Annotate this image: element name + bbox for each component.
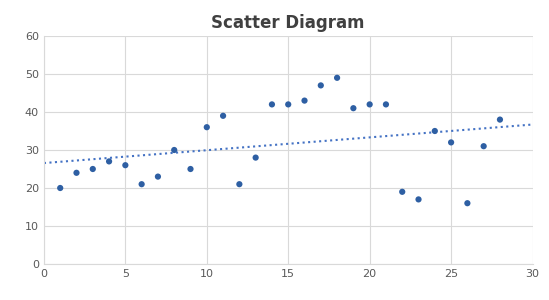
Point (235, 182, 244, 187)
Point (72, 170, 81, 175)
Point (251, 155, 260, 160)
Point (186, 167, 195, 171)
Point (137, 182, 146, 187)
Title: Scatter Diagram: Scatter Diagram (211, 14, 365, 32)
Point (316, 83, 325, 88)
Point (496, 117, 505, 122)
Point (56, 186, 65, 190)
Point (447, 140, 456, 145)
Point (382, 102, 390, 107)
Point (300, 98, 309, 103)
Point (333, 75, 341, 80)
Point (105, 159, 114, 164)
Point (170, 148, 178, 152)
Point (121, 163, 130, 168)
Point (203, 125, 211, 130)
Point (154, 174, 163, 179)
Point (365, 102, 374, 107)
Point (267, 102, 276, 107)
Point (349, 106, 358, 111)
Point (430, 129, 439, 134)
Point (88, 167, 97, 171)
Point (479, 144, 488, 148)
Point (284, 102, 293, 107)
Point (398, 189, 407, 194)
Point (414, 197, 423, 202)
Point (219, 113, 227, 118)
Point (463, 201, 472, 206)
